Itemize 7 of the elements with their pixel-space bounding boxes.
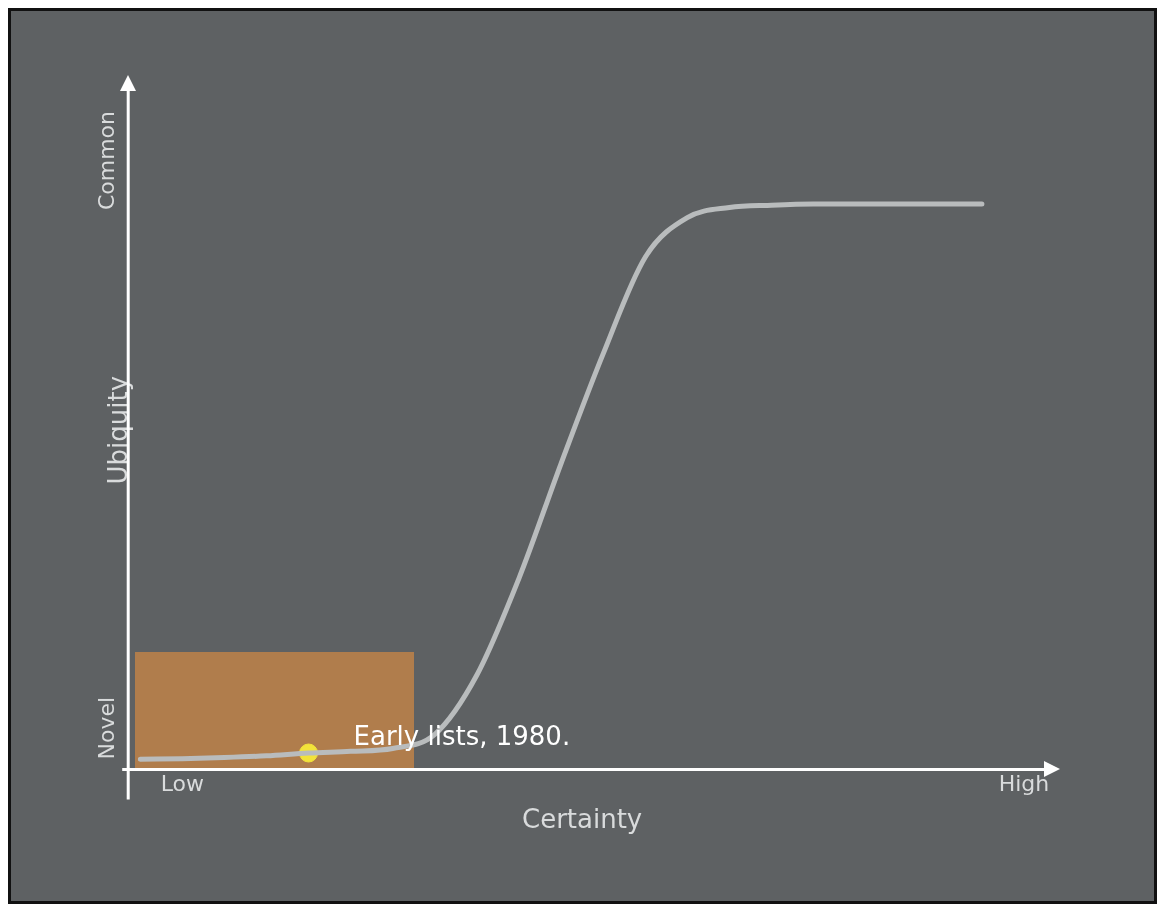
annotation: Early lists, 1980. xyxy=(353,720,571,751)
y-axis-title: Ubiquity xyxy=(103,375,134,485)
text: Novel xyxy=(93,696,119,760)
text: Common xyxy=(93,111,119,211)
x-axis-title: Certainty xyxy=(521,804,643,835)
x-tick-label: High xyxy=(998,771,1050,797)
x-tick-label: Low xyxy=(160,771,204,797)
